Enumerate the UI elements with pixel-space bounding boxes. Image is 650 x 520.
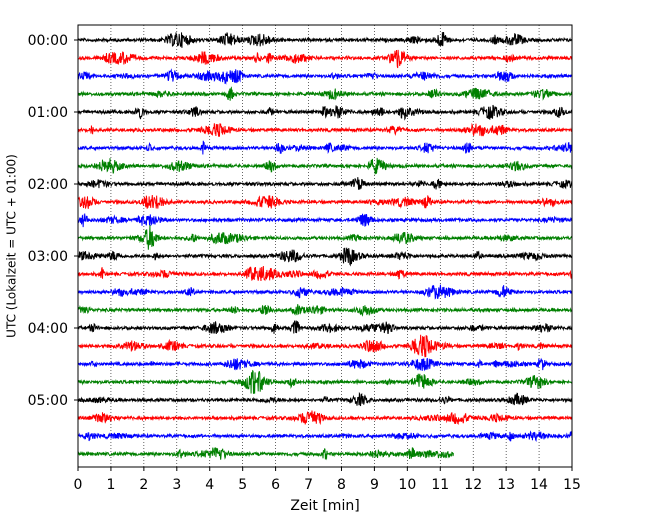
- trace-2: [77, 68, 573, 85]
- trace-9: [77, 194, 573, 209]
- trace-14: [77, 284, 573, 300]
- trace-22: [77, 430, 573, 443]
- y-axis-label: UTC (Lokalzeit = UTC + 01:00): [5, 154, 19, 338]
- trace-15: [77, 304, 573, 317]
- trace-3: [77, 86, 573, 101]
- trace-19: [77, 369, 573, 394]
- x-tick-label-4: 4: [205, 477, 214, 493]
- x-tick-label-11: 11: [431, 477, 449, 493]
- x-tick-label-13: 13: [497, 477, 515, 493]
- x-tick-label-12: 12: [464, 477, 482, 493]
- trace-0: [77, 32, 573, 48]
- x-tick-label-15: 15: [563, 477, 581, 493]
- trace-21: [77, 410, 573, 426]
- x-tick-label-5: 5: [238, 477, 247, 493]
- trace-16: [77, 320, 573, 335]
- y-tick-label-1: 01:00: [28, 105, 68, 121]
- x-tick-label-10: 10: [398, 477, 416, 493]
- trace-5: [77, 122, 573, 137]
- y-tick-label-3: 03:00: [28, 249, 68, 265]
- trace-4: [77, 104, 573, 121]
- x-tick-label-6: 6: [271, 477, 280, 493]
- plot-frame: [77, 24, 573, 468]
- y-tick-label-0: 00:00: [28, 33, 68, 49]
- trace-18: [77, 357, 573, 372]
- trace-1: [77, 49, 573, 69]
- x-tick-label-2: 2: [139, 477, 148, 493]
- x-tick-label-14: 14: [530, 477, 548, 493]
- x-tick-label-7: 7: [304, 477, 313, 493]
- y-tick-label-2: 02:00: [28, 177, 68, 193]
- trace-11: [77, 225, 573, 250]
- trace-6: [77, 140, 573, 155]
- x-tick-label-3: 3: [172, 477, 181, 493]
- x-tick-label-9: 9: [370, 477, 379, 493]
- trace-8: [77, 177, 573, 190]
- trace-7: [77, 157, 573, 176]
- trace-13: [77, 266, 573, 282]
- trace-10: [77, 213, 573, 228]
- seismic-traces: [77, 32, 573, 461]
- y-tick-label-5: 05:00: [28, 393, 68, 409]
- trace-20: [77, 391, 573, 407]
- x-tick-label-0: 0: [74, 477, 83, 493]
- trace-17: [77, 334, 573, 358]
- x-tick-label-1: 1: [106, 477, 115, 493]
- trace-23: [77, 446, 454, 461]
- x-axis-label: Zeit [min]: [290, 498, 359, 514]
- trace-12: [77, 247, 573, 267]
- y-axis-ticks: 00:00 01:00 02:00 03:00 04:00 05:00: [28, 33, 78, 409]
- x-tick-label-8: 8: [337, 477, 346, 493]
- y-tick-label-4: 04:00: [28, 321, 68, 337]
- x-axis-ticks: 0 1 2 3 4 5 6 7 8 9 10 11 12 13 14 15: [74, 467, 581, 493]
